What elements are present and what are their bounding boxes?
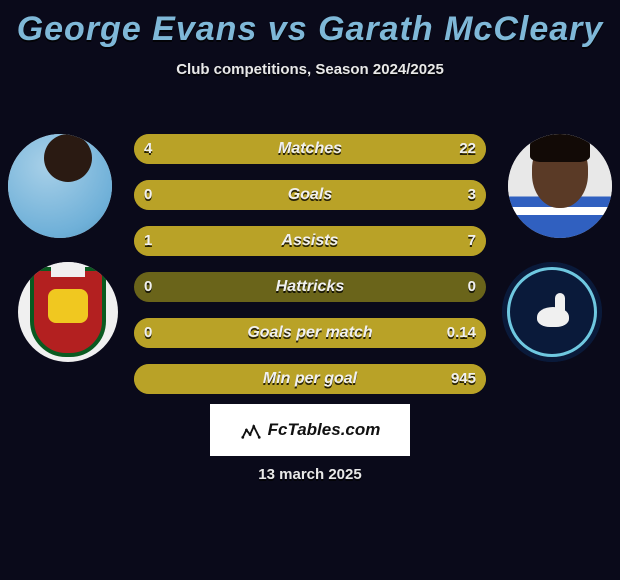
- stat-label: Goals per match: [134, 318, 486, 348]
- stat-row: 17Assists: [134, 226, 486, 256]
- date-label: 13 march 2025: [0, 466, 620, 483]
- site-badge: FcTables.com: [210, 404, 410, 456]
- club-left-crest: [18, 262, 118, 362]
- subtitle: Club competitions, Season 2024/2025: [0, 61, 620, 78]
- stat-row: 422Matches: [134, 134, 486, 164]
- player-left-avatar: [8, 134, 112, 238]
- page-title: George Evans vs Garath McCleary: [0, 10, 620, 49]
- stat-label: Matches: [134, 134, 486, 164]
- club-right-crest: [502, 262, 602, 362]
- stats-table: 422Matches 03Goals 17Assists 00Hattricks 00.…: [134, 134, 486, 410]
- player-right-avatar: [508, 134, 612, 238]
- stat-row: 03Goals: [134, 180, 486, 210]
- stat-label: Assists: [134, 226, 486, 256]
- stat-row: 945Min per goal: [134, 364, 486, 394]
- stat-row: 00Hattricks: [134, 272, 486, 302]
- site-label: FcTables.com: [268, 420, 381, 440]
- stat-label: Hattricks: [134, 272, 486, 302]
- stat-row: 00.14Goals per match: [134, 318, 486, 348]
- site-logo-icon: [240, 419, 262, 441]
- stat-label: Min per goal: [134, 364, 486, 394]
- stat-label: Goals: [134, 180, 486, 210]
